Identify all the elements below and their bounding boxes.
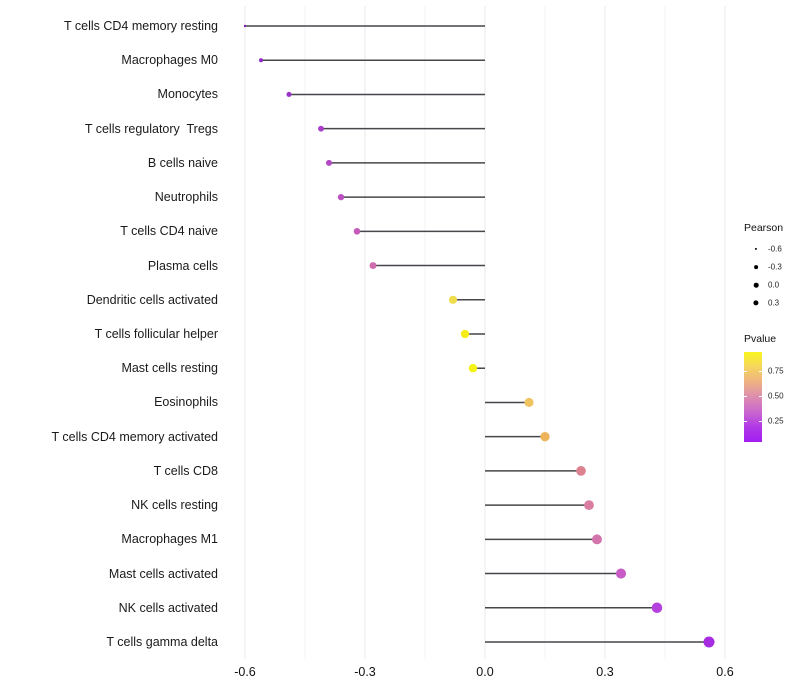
y-axis-label: Plasma cells [147,258,218,273]
y-axis-label: Macrophages M1 [121,532,218,547]
pvalue-tick-mark [759,421,762,422]
pvalue-gradient-bar [744,352,762,442]
y-axis-label: T cells follicular helper [94,326,218,341]
pvalue-tick-mark [744,421,747,422]
dot-4 [325,159,333,166]
dot-18 [703,636,715,648]
gridlines [244,6,726,659]
dot-5 [337,193,345,201]
dot-7 [369,262,377,270]
y-axis-label: Neutrophils [154,190,218,205]
dot-2 [286,91,292,97]
y-axis-label: B cells naive [147,155,218,170]
legend-size-dot-icon [754,265,758,269]
legend-pvalue-title: Pvalue [744,333,777,345]
x-axis-tick-label: 0.6 [716,665,734,679]
dot-16 [615,568,627,579]
x-axis-tick-label: 0.3 [596,665,614,679]
legend-pearson-size: Pearson -0.6 -0.3 0.0 0.3 [744,222,800,312]
legend-pearson-entries: -0.6 -0.3 0.0 0.3 [744,240,800,312]
legend-size-dot-icon [753,282,759,288]
y-axis-label: T cells CD4 naive [120,224,218,239]
dot-0 [243,24,247,28]
legend-size-entry: -0.3 [744,258,800,276]
dot-14 [584,500,594,511]
legend-pvalue-gradient-wrap: 0.75 0.50 0.25 [744,352,800,442]
x-axis-tick-label: 0.0 [476,665,494,679]
y-axis-label: Monocytes [157,87,218,102]
legend-size-label: 0.3 [768,298,780,308]
lollipop-stems [245,25,709,643]
lollipop-dots [243,24,715,648]
pvalue-tick-label: 0.25 [768,416,784,426]
y-axis-label: T cells CD8 [153,463,218,478]
pvalue-tick-mark [759,396,762,397]
x-axis-tick-label: -0.3 [354,665,376,679]
pvalue-tick-label: 0.50 [768,391,784,401]
dot-10 [468,364,478,373]
y-axis-label: T cells gamma delta [106,634,218,649]
legend-size-entry: 0.3 [744,294,800,312]
dot-17 [651,602,663,614]
legend-size-entry: -0.6 [744,240,800,258]
dot-13 [576,466,586,476]
legend-size-label: -0.6 [768,244,782,254]
y-axis-label: NK cells activated [118,600,218,615]
pvalue-tick-label: 0.75 [768,366,784,376]
dot-1 [259,58,263,63]
y-axis-label: T cells CD4 memory resting [64,19,218,33]
y-axis-label: T cells regulatory Tregs [84,121,218,136]
y-axis-label: Mast cells resting [121,361,218,376]
legend-size-label: -0.3 [768,262,782,272]
y-axis-label: Dendritic cells activated [86,292,218,307]
y-axis-label: T cells CD4 memory activated [51,429,219,444]
dot-6 [353,228,361,235]
dot-3 [318,125,324,132]
pvalue-tick-mark [759,371,762,372]
y-axis-label: Eosinophils [154,395,218,410]
pvalue-tick-mark [744,371,747,372]
legend-size-dot-icon [753,300,759,306]
legend-pvalue-color: Pvalue 0.75 0.50 0.25 [744,333,800,442]
legend-size-entry: 0.0 [744,276,800,294]
y-axis-label: Mast cells activated [108,566,218,581]
dot-12 [540,432,550,442]
legend-size-label: 0.0 [768,280,780,290]
dot-8 [448,295,458,304]
y-axis-label: Macrophages M0 [121,53,218,68]
x-axis-tick-label: -0.6 [234,665,256,679]
legend-size-dot-icon [754,247,758,251]
legend-pearson-title: Pearson [744,222,784,234]
dot-9 [460,329,470,339]
dot-11 [524,397,534,408]
pvalue-tick-mark [744,396,747,397]
y-axis-label: NK cells resting [131,498,218,513]
dot-15 [592,534,602,545]
